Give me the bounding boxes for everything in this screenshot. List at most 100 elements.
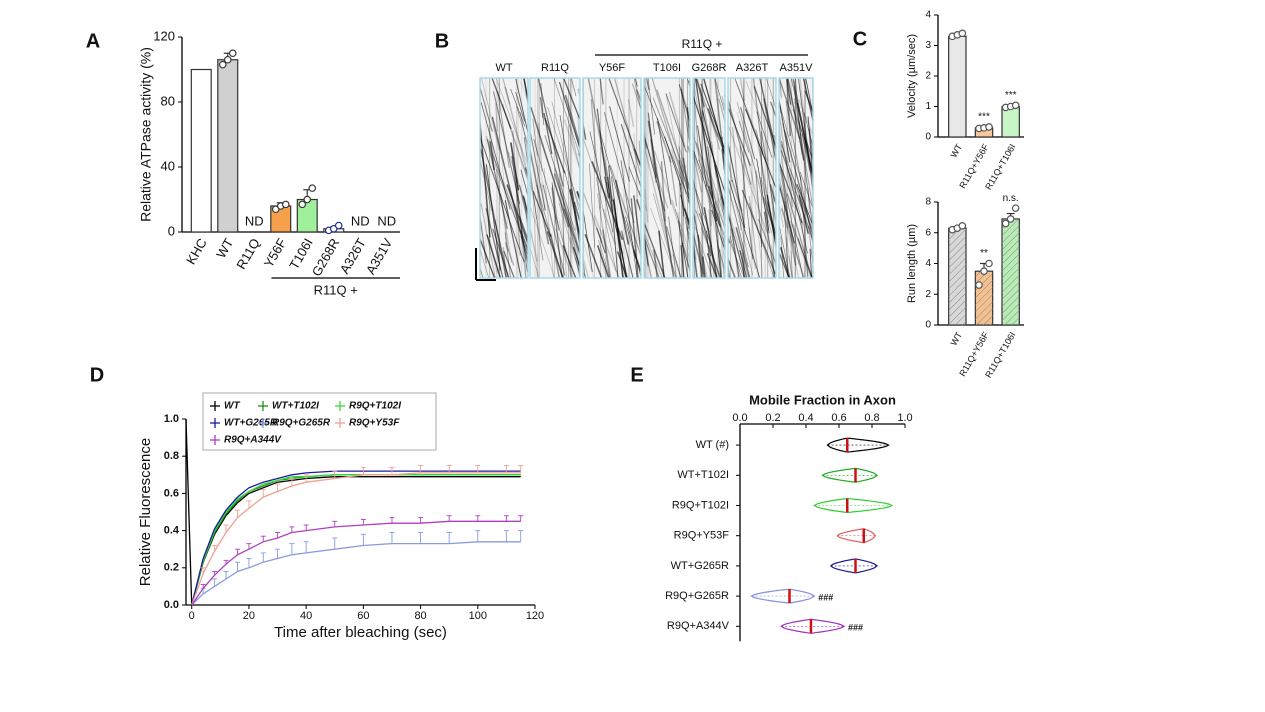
streak	[790, 250, 794, 278]
streak	[596, 227, 606, 254]
streak	[770, 101, 776, 119]
streak	[558, 173, 567, 278]
streak	[693, 209, 708, 278]
y-tick-label: 3	[925, 40, 931, 51]
streak	[695, 78, 719, 138]
y-tick-label: 4	[925, 258, 931, 269]
streak	[693, 133, 699, 217]
lane-border	[479, 77, 529, 279]
streak	[796, 102, 813, 174]
streak	[665, 93, 687, 153]
streak	[486, 139, 508, 230]
streak	[779, 222, 791, 278]
streak	[628, 166, 641, 199]
data-point	[228, 49, 237, 58]
streak	[681, 240, 690, 265]
streak	[699, 87, 725, 225]
significance: **	[980, 248, 988, 259]
streak	[779, 96, 791, 163]
kymograph-lane	[583, 78, 641, 278]
streak	[515, 78, 528, 136]
streak	[797, 238, 813, 278]
streak	[739, 106, 756, 160]
streak	[801, 219, 809, 278]
streak	[644, 132, 666, 212]
streak	[678, 84, 690, 125]
streak	[653, 150, 663, 173]
streak	[728, 97, 752, 185]
streak	[570, 237, 580, 278]
streak	[780, 144, 813, 230]
streak	[491, 78, 512, 130]
streak	[745, 80, 762, 119]
streak	[633, 132, 639, 206]
streak	[759, 78, 776, 155]
streak	[721, 148, 725, 180]
streak	[736, 111, 762, 189]
series-line	[191, 541, 521, 606]
streak	[593, 215, 620, 278]
y-tick-label: 0.6	[164, 487, 179, 499]
streak	[695, 142, 725, 231]
streak	[644, 237, 652, 278]
streak	[596, 108, 609, 199]
streak	[480, 266, 484, 278]
streak	[501, 104, 528, 183]
streak	[739, 78, 745, 102]
streak	[683, 208, 690, 227]
y-tick-label: 4	[925, 10, 931, 21]
streak	[636, 89, 641, 104]
streak	[779, 78, 782, 98]
streak	[609, 106, 630, 182]
streak	[717, 245, 725, 272]
streak	[544, 135, 576, 231]
lane-label: Y56F	[599, 62, 626, 74]
streak	[729, 181, 754, 276]
streak	[693, 176, 712, 257]
streak	[789, 168, 813, 229]
value-label: ND	[245, 213, 264, 228]
y-tick-label: 0.0	[164, 599, 179, 611]
streak	[530, 245, 540, 278]
group-label: R11Q +	[682, 37, 723, 51]
significance: ***	[978, 112, 990, 123]
streak	[634, 78, 638, 87]
streak	[803, 120, 813, 188]
legend-label: WT	[224, 401, 240, 412]
streak	[506, 184, 528, 246]
streak	[573, 211, 580, 278]
streak	[719, 249, 723, 278]
streak	[656, 120, 672, 163]
streak	[599, 78, 604, 105]
streak	[781, 141, 808, 254]
streak	[684, 216, 690, 251]
streak	[512, 130, 521, 256]
streak	[803, 112, 813, 148]
streak	[703, 207, 718, 278]
streak	[678, 220, 689, 278]
streak	[504, 200, 522, 278]
streak	[739, 145, 753, 260]
data-point	[1001, 219, 1010, 228]
x-tick-label: 120	[526, 610, 544, 622]
value-label: ND	[351, 213, 370, 228]
streak	[583, 239, 595, 278]
streak	[595, 176, 617, 272]
streak	[796, 183, 813, 227]
chart-title: Mobile Fraction in Axon	[749, 392, 896, 407]
streak	[793, 85, 813, 234]
streak	[554, 168, 580, 272]
x-axis-label: Time after bleaching (sec)	[274, 624, 447, 641]
y-tick-label: R9Q+T102I	[672, 499, 729, 511]
streak	[499, 135, 509, 225]
streak	[602, 208, 616, 245]
streak	[729, 235, 742, 278]
y-tick-label: 0.2	[164, 562, 179, 574]
streak	[608, 165, 619, 278]
streak	[717, 197, 725, 278]
streak	[801, 133, 811, 172]
streak	[680, 88, 690, 121]
streak	[651, 78, 688, 194]
streak	[554, 142, 566, 207]
y-tick-label: 120	[153, 28, 175, 43]
